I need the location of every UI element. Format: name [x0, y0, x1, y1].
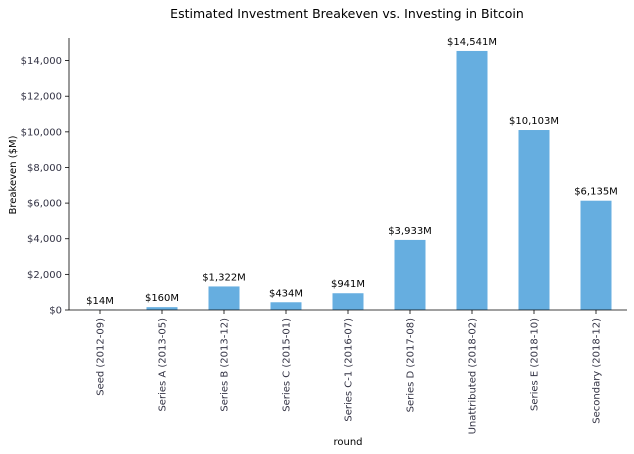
y-tick-label: $2,000 [27, 270, 62, 281]
x-axis-label: round [333, 437, 362, 448]
bar [518, 130, 550, 310]
y-axis-label: Breakeven ($M) [8, 135, 19, 214]
bar [394, 239, 426, 310]
x-tick-label: Series E (2018-10) [530, 318, 541, 411]
bar [332, 293, 364, 310]
y-tick-label: $0 [49, 306, 62, 317]
bar-data-label: $434M [269, 288, 303, 299]
y-tick-label: $14,000 [21, 56, 62, 67]
y-tick-label: $12,000 [21, 92, 62, 103]
y-tick-label: $6,000 [27, 199, 62, 210]
x-tick-label: Series C-1 (2016-07) [344, 318, 355, 422]
bar-data-label: $14M [86, 296, 114, 307]
bar [456, 50, 488, 310]
bar [580, 200, 612, 310]
chart-title: Estimated Investment Breakeven vs. Inves… [170, 6, 524, 21]
y-axis-label-group: Breakeven ($M) [8, 135, 19, 214]
bar [270, 302, 302, 310]
bar [208, 286, 240, 310]
x-tick-label: Series B (2013-12) [220, 318, 231, 412]
bar-data-label: $10,103M [509, 116, 559, 127]
y-tick-label: $10,000 [21, 127, 62, 138]
x-tick-label: Seed (2012-09) [96, 318, 107, 396]
x-tick-label: Secondary (2018-12) [592, 318, 603, 424]
bar-data-label: $6,135M [574, 187, 618, 198]
y-tick-label: $8,000 [27, 163, 62, 174]
bar-data-label: $160M [145, 293, 179, 304]
x-tick-label: Series D (2017-08) [406, 318, 417, 412]
bar [146, 307, 178, 310]
x-tick-label: Series A (2013-05) [158, 318, 169, 412]
y-tick-label: $4,000 [27, 234, 62, 245]
bar-data-label: $3,933M [388, 226, 432, 237]
bar-data-label: $14,541M [447, 37, 497, 48]
plot-area: $0 $2,000 $4,000 $6,000 $8,000 $10,000 $12,000… [21, 37, 618, 434]
x-tick-label: Series C (2015-01) [282, 318, 293, 412]
bar-data-label: $1,322M [202, 272, 246, 283]
bar-data-label: $941M [331, 279, 365, 290]
x-tick-label: Unattributed (2018-02) [468, 318, 479, 434]
